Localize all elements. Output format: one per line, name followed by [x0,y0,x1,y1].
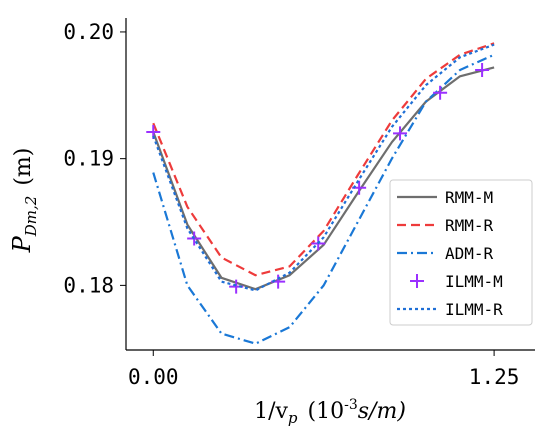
y-tick-label: 0.18 [63,273,114,297]
y-axis-label: PDm,2(m) [8,148,40,254]
line [152,43,495,292]
legend-box [389,179,533,326]
legend-label: RMM-M [445,188,493,207]
legend-marker [410,274,424,288]
line [152,42,495,277]
marker [475,62,490,77]
y-tick-label: 0.20 [63,20,114,44]
legend: RMM-M RMM-R ADM-R ILMM-M ILMM-R [389,179,533,326]
legend-label: ADM-R [445,244,494,263]
marker [433,85,448,100]
x-tick-label: 1.25 [469,365,520,389]
legend-label: ILMM-M [445,272,503,291]
x-axis-label: 1/vp (10-3s/m) [254,397,406,427]
y-tick-label: 0.19 [63,147,114,171]
legend-label: RMM-R [445,216,494,235]
legend-label: ILMM-R [445,300,503,319]
line [152,53,495,345]
x-tick-label: 0.00 [128,365,179,389]
marker [393,126,408,141]
